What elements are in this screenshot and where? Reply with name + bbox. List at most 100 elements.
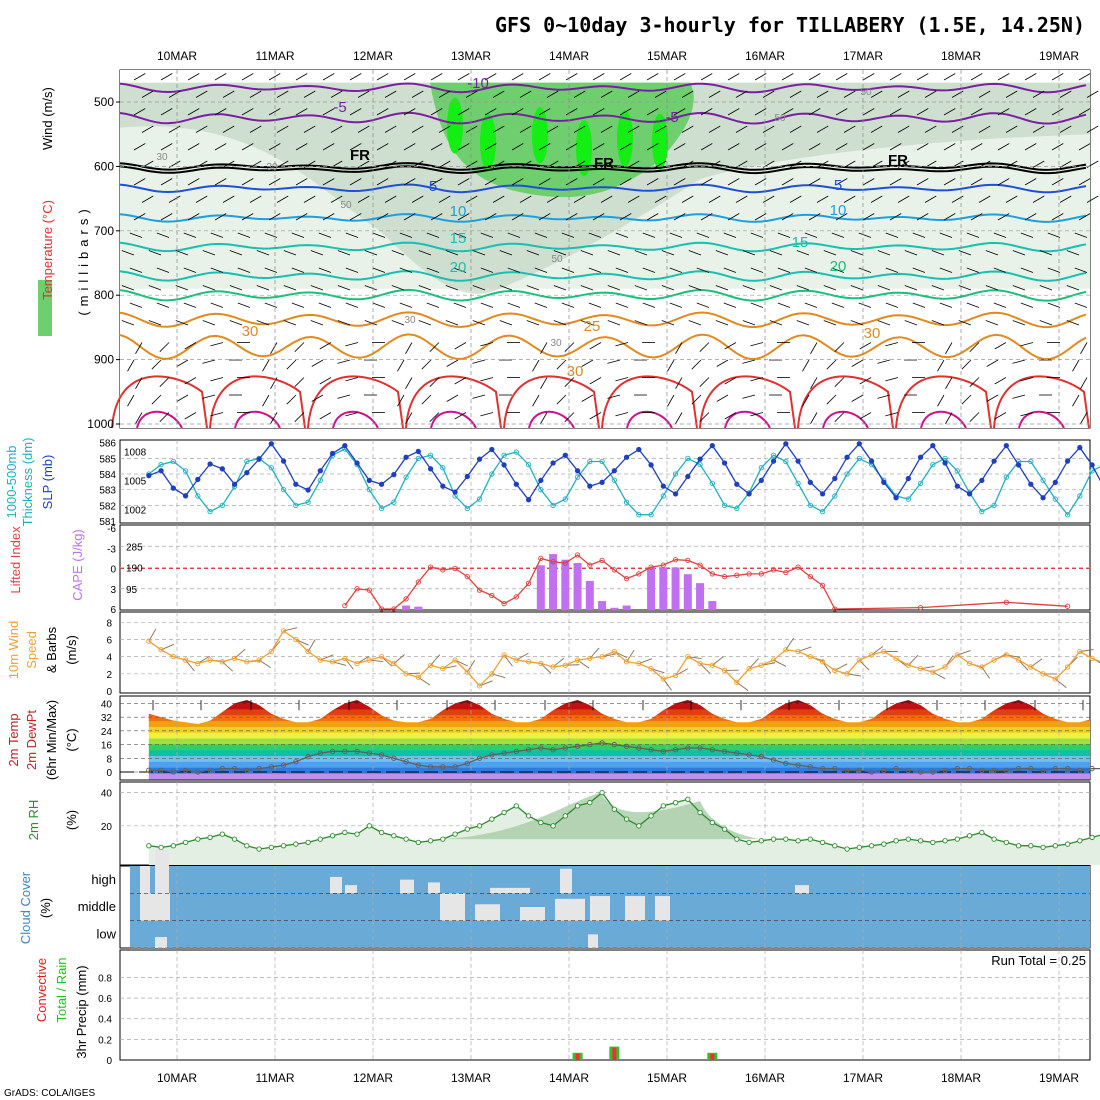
wind-barb	[897, 90, 910, 98]
isotherm-40-arch	[822, 410, 869, 429]
wind-barb	[831, 302, 845, 308]
wind-barb	[526, 285, 540, 291]
cape-bar	[585, 580, 594, 610]
wind-barb	[1051, 73, 1064, 81]
rh2m-point	[182, 839, 189, 846]
slp-tick-label: 1005	[124, 476, 147, 487]
wind-barb	[540, 342, 548, 354]
thickness-point	[917, 480, 924, 487]
wind-barb	[229, 285, 243, 291]
wind-barb	[669, 232, 683, 238]
cape-bar	[683, 574, 692, 610]
wind-barb	[904, 250, 918, 256]
date-label-bottom: 18MAR	[941, 1071, 981, 1085]
wind-barb	[1039, 250, 1053, 256]
wind-barb	[580, 320, 594, 326]
wind-barb	[978, 125, 991, 133]
wind-barb	[804, 232, 818, 238]
wind-barb	[405, 377, 413, 389]
date-label-top: 15MAR	[647, 49, 687, 63]
wind-barb	[810, 377, 818, 389]
wind-barb	[750, 342, 764, 347]
cloud-block	[520, 907, 545, 921]
wind-barb	[951, 195, 964, 203]
wind-barb	[135, 377, 143, 389]
wind-barb	[958, 320, 972, 326]
wind-barb	[1066, 285, 1080, 291]
wind-barb	[897, 195, 910, 203]
slp-point	[452, 489, 458, 495]
rh2m-point	[403, 836, 409, 842]
precip-conv-bar	[575, 1053, 580, 1060]
wind-barb	[202, 320, 216, 326]
wind10-point	[268, 648, 274, 655]
rh2m-tick-label: 20	[101, 822, 113, 833]
temp-band	[148, 726, 1090, 733]
wind-barb	[634, 285, 648, 291]
thickness-point	[783, 458, 789, 465]
upper-ylabel-group: Temperature (°C) Wind (m/s) RH (%)	[34, 87, 55, 431]
temp-ylabel-c: (6hr Min/Max)	[44, 700, 59, 780]
thickness-point	[244, 458, 250, 465]
wind-barb	[349, 213, 362, 221]
rh2m-point	[378, 829, 385, 836]
wind-barb	[283, 285, 297, 291]
wind-barb	[615, 302, 629, 308]
dewpoint-point	[819, 765, 826, 772]
precip-ylabel-c: Convective	[34, 958, 49, 1022]
isotherm-40-arch	[920, 410, 967, 429]
wind-barb	[931, 250, 945, 256]
wind-barb	[330, 90, 343, 98]
wind-barb	[1078, 108, 1091, 116]
wind-barb	[397, 394, 405, 407]
dewpoint-point	[942, 767, 948, 773]
wind-barb	[627, 125, 640, 133]
isotherm-35-arch	[601, 375, 698, 429]
wind10-point	[868, 652, 875, 658]
slp-point	[501, 462, 507, 468]
wind-barb	[993, 267, 1007, 273]
slp-point	[1052, 479, 1058, 485]
wind-barb	[349, 143, 362, 151]
isotherm-35-arch	[699, 375, 796, 429]
wind-barb	[781, 213, 794, 221]
dewpoint-point	[1003, 767, 1009, 773]
wind-barb	[429, 412, 440, 422]
wind-barb	[669, 302, 683, 308]
wind-barb	[627, 195, 640, 203]
wind10-point	[182, 657, 189, 663]
thickness-point	[709, 480, 715, 487]
dewpoint-point	[342, 748, 348, 755]
cloud-ylabel-a-group: Cloud Cover	[18, 871, 33, 944]
dewpoint-point	[268, 764, 274, 770]
wind-barb	[831, 267, 845, 273]
wind-barb	[945, 377, 953, 389]
wind-barb	[446, 359, 459, 367]
wind-barb	[885, 302, 899, 308]
wind-barb	[750, 412, 764, 417]
wind-barb	[403, 108, 416, 116]
wind-barb	[943, 73, 956, 81]
wind-barb	[646, 178, 659, 186]
wind10-point	[366, 657, 372, 663]
wind-barb	[858, 302, 872, 308]
wind-barb	[916, 143, 929, 151]
wind-barb	[781, 178, 794, 186]
wind-barb	[1032, 160, 1045, 168]
rh2m-point	[954, 836, 960, 842]
wind-barb	[430, 108, 443, 116]
wind-barb	[835, 178, 848, 186]
wind-barb	[627, 90, 640, 98]
wind-barb	[916, 108, 929, 116]
rh-fill-saturated	[617, 110, 633, 167]
wind-barb	[183, 302, 197, 308]
wind-barb	[939, 232, 953, 238]
wind10-point	[979, 664, 985, 670]
wind-barb	[1012, 359, 1026, 364]
wind-barb	[454, 412, 467, 420]
wind-barb	[484, 178, 497, 186]
wind-barb	[511, 213, 524, 221]
temp-tick-label: 0	[106, 768, 112, 779]
dewpoint-point	[660, 748, 666, 755]
wind-barb	[484, 73, 497, 81]
